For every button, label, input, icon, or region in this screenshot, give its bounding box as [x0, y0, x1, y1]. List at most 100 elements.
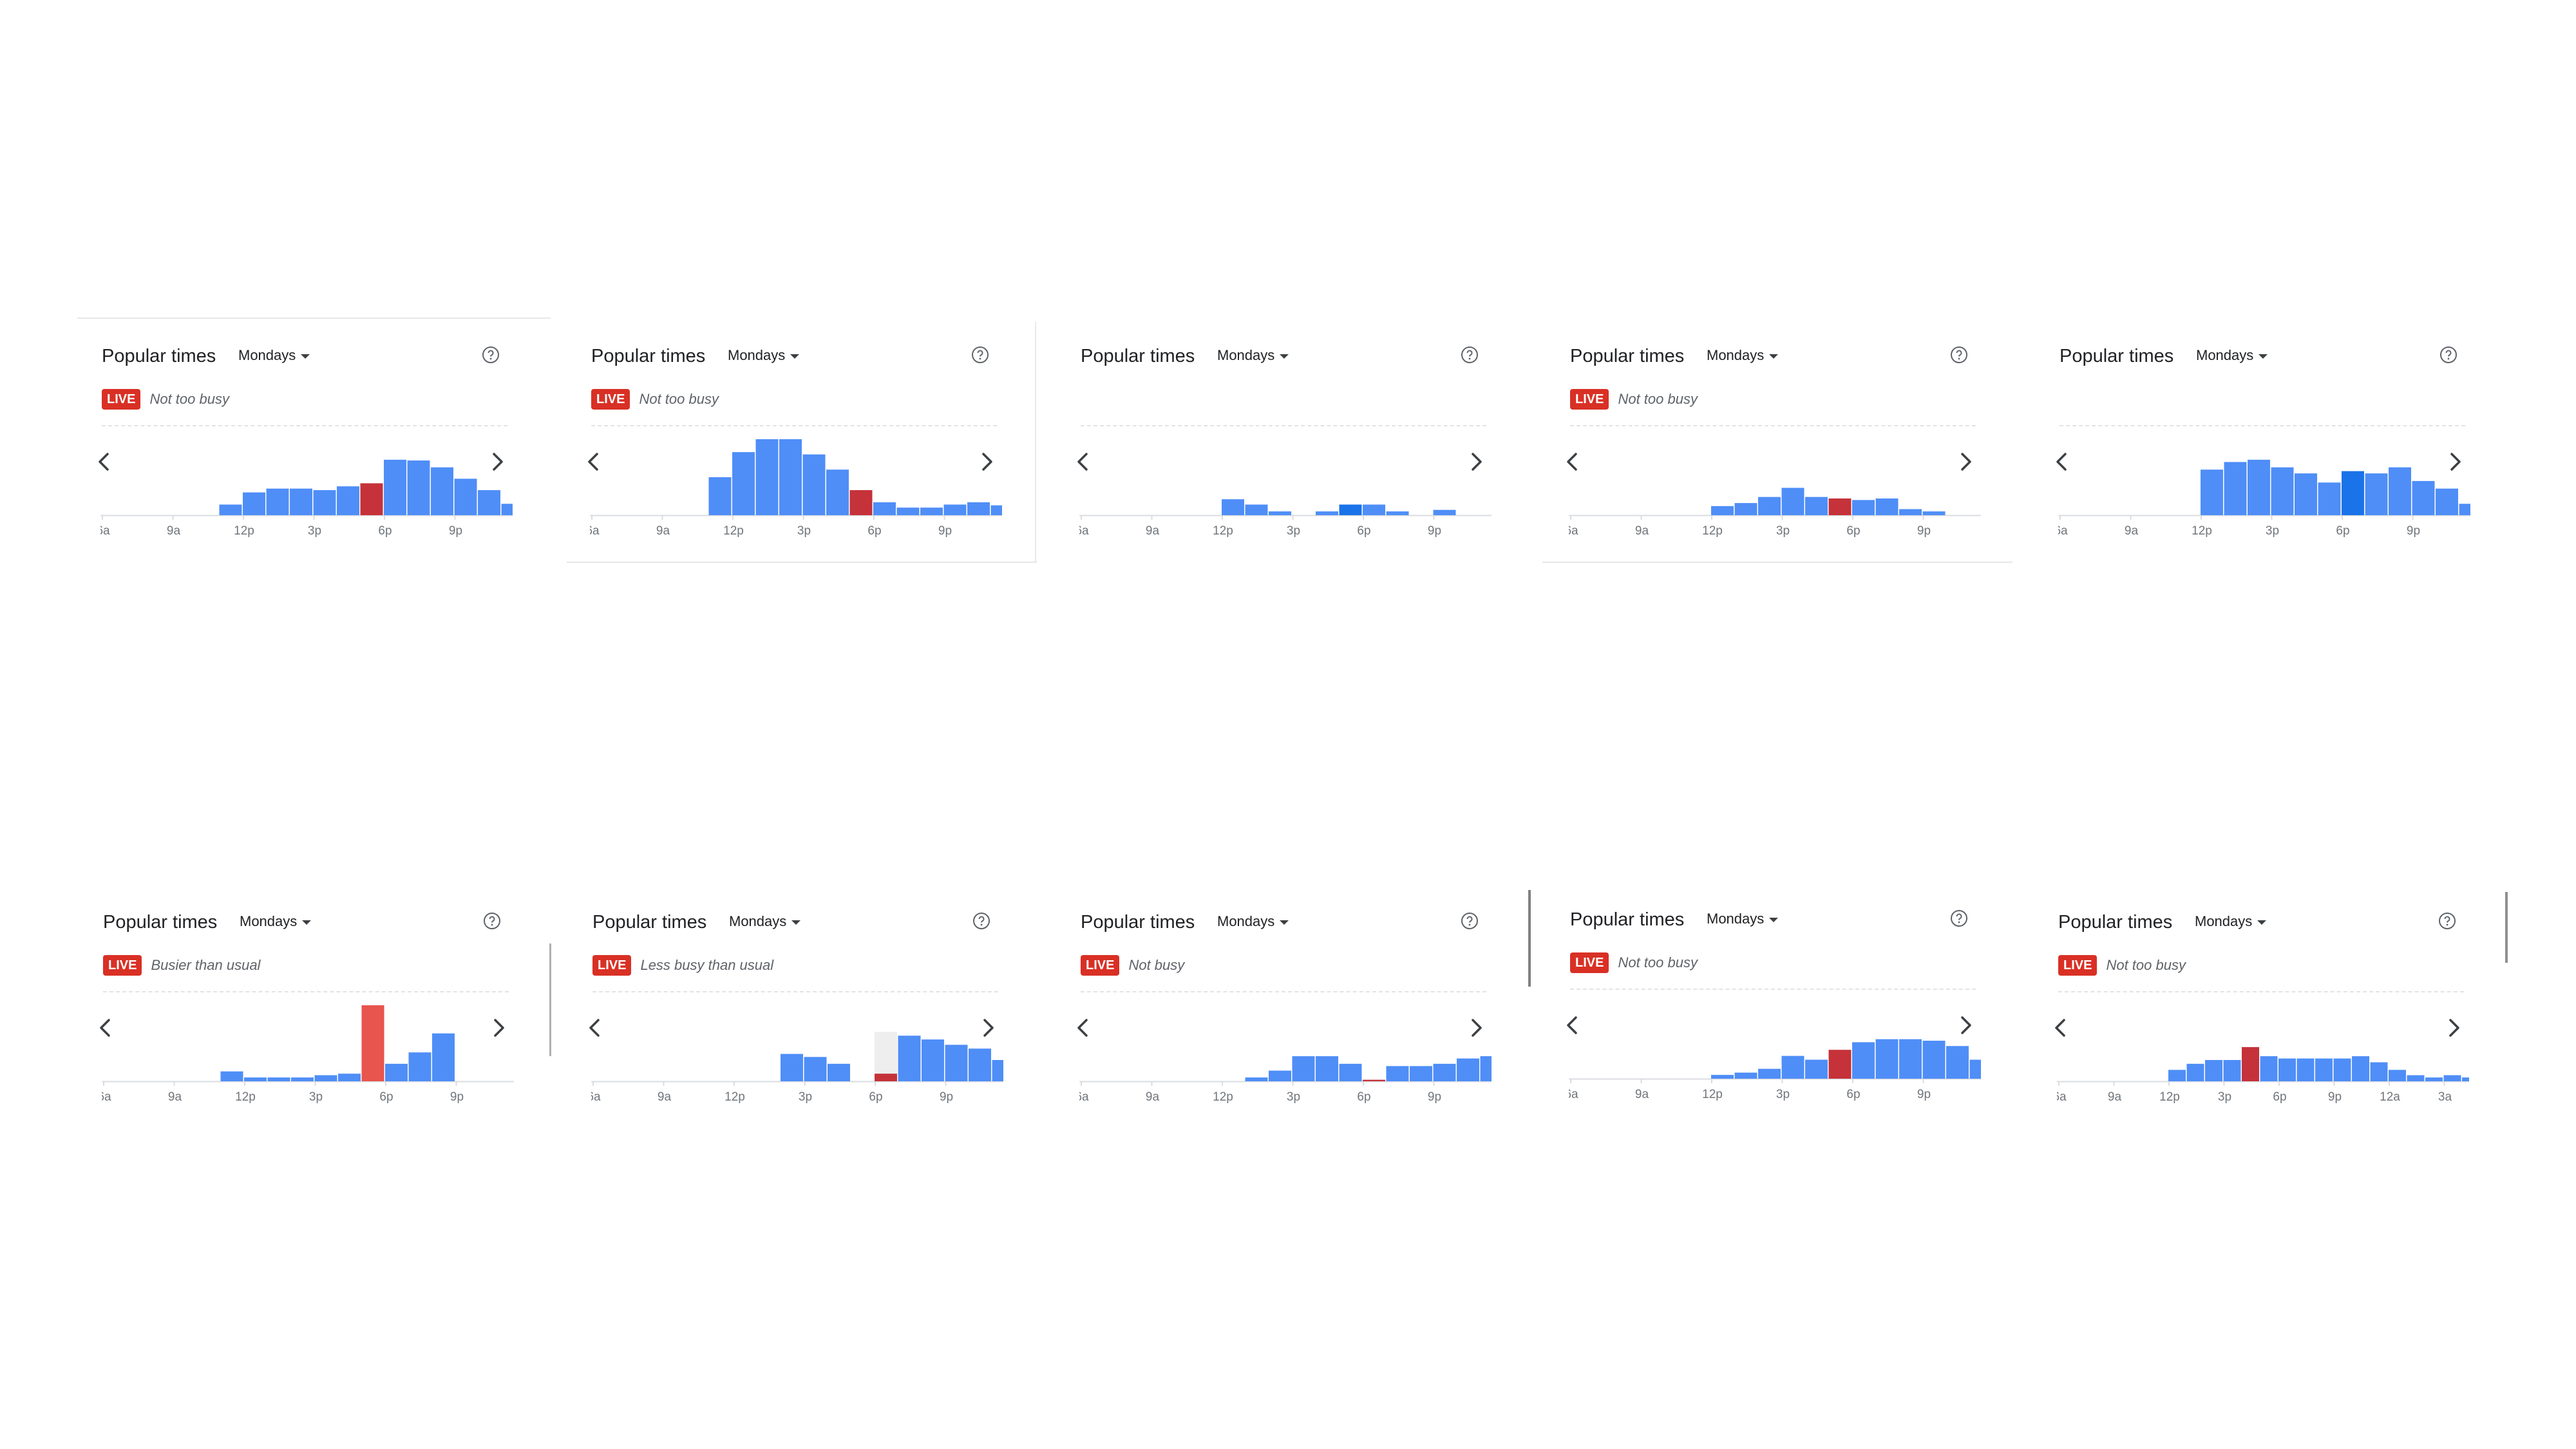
hour-bar[interactable] — [1410, 1066, 1432, 1081]
hour-bar[interactable] — [943, 504, 967, 515]
hour-bar[interactable] — [922, 1039, 944, 1081]
hour-bar[interactable] — [1781, 488, 1804, 515]
day-dropdown[interactable]: Mondays — [1707, 911, 1779, 927]
hour-bar[interactable] — [2205, 1059, 2222, 1081]
hour-bar[interactable] — [828, 1063, 850, 1081]
hour-bar[interactable] — [2315, 1058, 2333, 1081]
hour-bar[interactable] — [2333, 1058, 2351, 1081]
live-bar[interactable] — [360, 483, 383, 515]
hour-bar[interactable] — [2443, 1075, 2461, 1081]
chevron-left-icon[interactable] — [1070, 449, 1096, 475]
chevron-left-icon[interactable] — [582, 1015, 608, 1041]
hour-bar[interactable] — [337, 486, 359, 515]
hour-bar[interactable] — [266, 488, 289, 515]
chevron-right-icon[interactable] — [974, 449, 999, 475]
hour-bar[interactable] — [2278, 1058, 2296, 1081]
hour-bar[interactable] — [1711, 506, 1734, 515]
hour-bar[interactable] — [2318, 482, 2341, 515]
day-dropdown[interactable]: Mondays — [1217, 347, 1289, 364]
help-circle-icon[interactable] — [1950, 346, 1968, 364]
chevron-left-icon[interactable] — [93, 1015, 118, 1041]
hour-bar[interactable] — [2389, 467, 2411, 515]
hour-bar[interactable] — [454, 478, 477, 515]
hour-bar[interactable] — [2342, 471, 2364, 515]
chevron-right-icon[interactable] — [484, 449, 510, 475]
hour-bar[interactable] — [2412, 480, 2435, 515]
hour-bar[interactable] — [408, 1052, 431, 1081]
hour-bar[interactable] — [779, 439, 802, 515]
live-bar[interactable] — [361, 1005, 384, 1081]
chevron-right-icon[interactable] — [1463, 449, 1489, 475]
hour-bar[interactable] — [431, 467, 453, 515]
hour-bar[interactable] — [1269, 1070, 1291, 1081]
hour-bar[interactable] — [1899, 509, 1922, 515]
chevron-right-icon[interactable] — [975, 1015, 1001, 1041]
hour-bar[interactable] — [1433, 509, 1456, 515]
hour-bar[interactable] — [2389, 1070, 2406, 1081]
hour-bar[interactable] — [804, 1057, 827, 1081]
live-bar[interactable] — [849, 490, 873, 515]
chevron-right-icon[interactable] — [2442, 449, 2468, 475]
hour-bar[interactable] — [220, 1071, 243, 1081]
hour-bar[interactable] — [314, 1075, 337, 1081]
hour-bar[interactable] — [873, 502, 896, 515]
hour-bar[interactable] — [1711, 1075, 1734, 1079]
chevron-left-icon[interactable] — [1070, 1015, 1096, 1041]
day-dropdown[interactable]: Mondays — [2195, 913, 2267, 930]
hour-bar[interactable] — [755, 439, 779, 515]
hour-bar[interactable] — [290, 488, 312, 515]
help-circle-icon[interactable] — [1461, 912, 1479, 930]
hour-bar[interactable] — [898, 1036, 921, 1081]
hour-bar[interactable] — [1433, 1063, 1456, 1081]
chevron-right-icon[interactable] — [486, 1015, 511, 1041]
hour-bar[interactable] — [478, 490, 500, 515]
hour-bar[interactable] — [2425, 1077, 2443, 1081]
hour-bar[interactable] — [243, 492, 265, 515]
chevron-left-icon[interactable] — [1560, 449, 1586, 475]
chevron-left-icon[interactable] — [2049, 449, 2075, 475]
hour-bar[interactable] — [291, 1077, 314, 1081]
hour-bar[interactable] — [992, 1059, 1004, 1081]
hour-bar[interactable] — [1781, 1056, 1804, 1079]
day-dropdown[interactable]: Mondays — [1217, 913, 1289, 930]
hour-bar[interactable] — [1222, 499, 1244, 515]
hour-bar[interactable] — [2297, 1058, 2315, 1081]
hour-bar[interactable] — [2352, 1056, 2369, 1081]
hour-bar[interactable] — [1758, 497, 1781, 515]
hour-bar[interactable] — [1245, 1077, 1268, 1081]
hour-bar[interactable] — [1899, 1039, 1922, 1079]
live-bar[interactable] — [1828, 498, 1852, 515]
help-circle-icon[interactable] — [2439, 346, 2458, 364]
live-bar[interactable] — [2242, 1046, 2259, 1081]
hour-bar[interactable] — [945, 1045, 968, 1081]
hour-bar[interactable] — [432, 1033, 455, 1081]
day-dropdown[interactable]: Mondays — [728, 347, 800, 364]
hour-bar[interactable] — [1946, 1046, 1969, 1079]
live-bar[interactable] — [875, 1074, 897, 1081]
hour-bar[interactable] — [1805, 1059, 1828, 1079]
hour-bar[interactable] — [2168, 1070, 2186, 1081]
hour-bar[interactable] — [1269, 511, 1291, 515]
day-dropdown[interactable]: Mondays — [240, 913, 312, 930]
hour-bar[interactable] — [2260, 1056, 2278, 1081]
hour-bar[interactable] — [1316, 1056, 1338, 1081]
hour-bar[interactable] — [1386, 511, 1409, 515]
help-circle-icon[interactable] — [971, 346, 989, 364]
help-circle-icon[interactable] — [2438, 912, 2456, 930]
hour-bar[interactable] — [2436, 488, 2458, 515]
chevron-left-icon[interactable] — [1560, 1012, 1586, 1038]
chevron-right-icon[interactable] — [2441, 1015, 2467, 1041]
hour-bar[interactable] — [244, 1077, 267, 1081]
hour-bar[interactable] — [1734, 1072, 1757, 1079]
hour-bar[interactable] — [407, 460, 430, 515]
day-dropdown[interactable]: Mondays — [1707, 347, 1779, 364]
hour-bar[interactable] — [1457, 1058, 1479, 1081]
hour-bar[interactable] — [267, 1077, 290, 1081]
hour-bar[interactable] — [313, 490, 336, 515]
help-circle-icon[interactable] — [1461, 346, 1479, 364]
hour-bar[interactable] — [2186, 1063, 2204, 1081]
hour-bar[interactable] — [385, 1063, 408, 1081]
hour-bar[interactable] — [2295, 473, 2317, 515]
help-circle-icon[interactable] — [972, 912, 990, 930]
help-circle-icon[interactable] — [1950, 909, 1968, 927]
